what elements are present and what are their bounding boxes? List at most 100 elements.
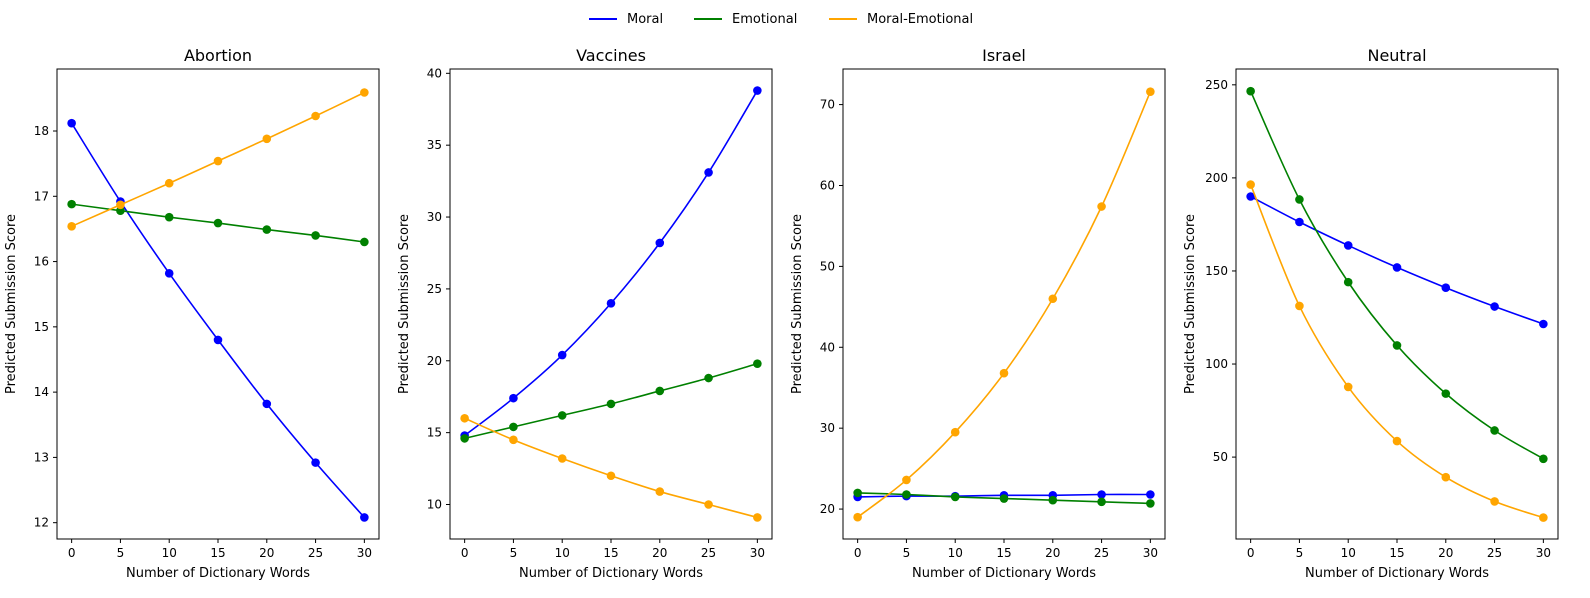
data-point-neutral-moral-emotional-10 bbox=[1343, 382, 1353, 392]
x-tick-label-abortion-30: 30 bbox=[357, 546, 372, 560]
y-axis-label-neutral: Predicted Submission Score bbox=[1183, 214, 1198, 394]
legend-item-emotional: Emotional bbox=[694, 8, 797, 30]
y-tick-label-neutral-100: 100 bbox=[1205, 357, 1228, 371]
data-point-abortion-moral-0 bbox=[67, 118, 76, 128]
y-tick-label-abortion-18: 18 bbox=[34, 124, 49, 138]
data-point-israel-emotional-15 bbox=[999, 494, 1009, 503]
data-point-israel-moral-emotional-30 bbox=[1146, 87, 1155, 96]
chart-title-neutral: Neutral bbox=[1367, 46, 1426, 65]
data-point-abortion-moral-15 bbox=[213, 335, 223, 345]
x-tick-label-vaccines-20: 20 bbox=[652, 546, 667, 560]
data-point-neutral-emotional-0 bbox=[1246, 86, 1255, 96]
figure-legend: Moral Emotional Moral-Emotional bbox=[0, 8, 1590, 30]
chart-title-israel: Israel bbox=[982, 46, 1026, 65]
x-tick-label-israel-0: 0 bbox=[854, 546, 862, 560]
data-point-neutral-moral-emotional-15 bbox=[1392, 436, 1402, 446]
series-line-abortion-moral bbox=[70, 122, 365, 518]
x-tick-label-vaccines-15: 15 bbox=[603, 546, 618, 560]
data-point-israel-emotional-0 bbox=[853, 488, 862, 498]
data-point-vaccines-moral-emotional-30 bbox=[753, 513, 762, 522]
y-tick-label-abortion-12: 12 bbox=[34, 516, 49, 530]
data-point-neutral-emotional-30 bbox=[1539, 454, 1548, 464]
x-tick-label-israel-5: 5 bbox=[903, 546, 911, 560]
data-point-abortion-emotional-5 bbox=[116, 206, 125, 215]
plot-frame-vaccines bbox=[449, 68, 773, 540]
data-point-abortion-moral-emotional-5 bbox=[116, 200, 125, 210]
y-axis-label-israel: Predicted Submission Score bbox=[790, 214, 805, 394]
y-tick-label-israel-60: 60 bbox=[820, 178, 835, 192]
chart-vaccines: Vaccines 0 5 10 15 20 25 30 10 15 20 25 30 35 40 Number… bbox=[397, 46, 773, 581]
y-tick-label-abortion-13: 13 bbox=[34, 450, 49, 464]
x-tick-label-vaccines-30: 30 bbox=[750, 546, 765, 560]
data-point-abortion-moral-emotional-0 bbox=[67, 222, 76, 231]
data-point-israel-emotional-10 bbox=[950, 492, 960, 502]
data-point-vaccines-moral-5 bbox=[509, 393, 518, 403]
data-point-vaccines-moral-30 bbox=[753, 86, 762, 95]
chart-neutral: Neutral 0 5 10 15 20 25 30 50 100 150 200 250 Number … bbox=[1183, 46, 1559, 581]
data-point-israel-emotional-5 bbox=[902, 490, 911, 499]
data-point-neutral-moral-emotional-30 bbox=[1539, 513, 1548, 522]
data-point-abortion-emotional-30 bbox=[360, 237, 369, 247]
legend-label-moral: Moral bbox=[627, 11, 664, 27]
data-point-vaccines-moral-emotional-20 bbox=[655, 487, 665, 496]
data-point-abortion-emotional-15 bbox=[213, 218, 223, 228]
y-tick-label-vaccines-40: 40 bbox=[427, 66, 442, 80]
x-tick-label-vaccines-5: 5 bbox=[510, 546, 518, 560]
y-tick-label-abortion-16: 16 bbox=[34, 255, 49, 269]
data-point-vaccines-moral-emotional-5 bbox=[509, 435, 518, 445]
x-tick-label-vaccines-10: 10 bbox=[555, 546, 570, 560]
data-point-abortion-emotional-0 bbox=[67, 199, 76, 209]
x-tick-label-abortion-15: 15 bbox=[210, 546, 225, 560]
y-tick-label-israel-20: 20 bbox=[820, 502, 835, 516]
y-tick-label-neutral-250: 250 bbox=[1205, 78, 1228, 92]
data-point-vaccines-emotional-15 bbox=[606, 399, 616, 409]
data-point-abortion-moral-emotional-30 bbox=[360, 88, 369, 97]
data-point-neutral-emotional-10 bbox=[1343, 277, 1353, 287]
data-point-neutral-moral-20 bbox=[1441, 283, 1451, 293]
x-axis-label-abortion: Number of Dictionary Words bbox=[126, 566, 310, 581]
data-point-abortion-moral-20 bbox=[262, 399, 272, 409]
series-line-neutral-emotional bbox=[1249, 90, 1544, 460]
x-tick-label-israel-15: 15 bbox=[996, 546, 1011, 560]
data-point-neutral-moral-25 bbox=[1490, 302, 1499, 311]
data-point-vaccines-emotional-0 bbox=[460, 434, 469, 443]
x-tick-label-neutral-15: 15 bbox=[1389, 546, 1404, 560]
y-axis-label-abortion: Predicted Submission Score bbox=[4, 214, 19, 394]
data-point-neutral-emotional-5 bbox=[1295, 195, 1304, 204]
y-axis-label-vaccines: Predicted Submission Score bbox=[397, 214, 412, 394]
y-tick-label-vaccines-30: 30 bbox=[427, 210, 442, 224]
data-point-vaccines-moral-emotional-10 bbox=[557, 454, 567, 463]
series-line-neutral-moral bbox=[1250, 195, 1544, 325]
x-tick-label-abortion-0: 0 bbox=[68, 546, 76, 560]
data-point-neutral-moral-emotional-25 bbox=[1490, 497, 1499, 506]
data-point-israel-moral-emotional-25 bbox=[1097, 202, 1106, 211]
data-point-vaccines-emotional-20 bbox=[655, 386, 665, 396]
x-tick-label-israel-30: 30 bbox=[1143, 546, 1158, 560]
legend-swatch-emotional bbox=[694, 18, 722, 20]
data-point-neutral-emotional-20 bbox=[1441, 389, 1451, 398]
data-point-abortion-moral-30 bbox=[360, 513, 369, 522]
series-line-vaccines-moral-emotional bbox=[464, 417, 758, 519]
data-point-abortion-emotional-25 bbox=[311, 231, 320, 240]
data-point-abortion-moral-25 bbox=[311, 458, 320, 467]
x-axis-label-neutral: Number of Dictionary Words bbox=[1305, 566, 1489, 581]
chart-title-vaccines: Vaccines bbox=[576, 46, 646, 65]
data-point-vaccines-moral-emotional-25 bbox=[704, 500, 713, 509]
data-point-israel-moral-emotional-10 bbox=[950, 427, 960, 437]
data-point-neutral-moral-emotional-5 bbox=[1295, 301, 1304, 311]
y-tick-label-neutral-200: 200 bbox=[1205, 171, 1228, 185]
data-point-israel-emotional-25 bbox=[1097, 497, 1106, 507]
x-tick-label-israel-10: 10 bbox=[948, 546, 963, 560]
x-tick-label-neutral-5: 5 bbox=[1296, 546, 1304, 560]
data-point-abortion-moral-emotional-25 bbox=[311, 111, 320, 121]
series-line-neutral-moral-emotional bbox=[1249, 184, 1544, 519]
data-point-vaccines-emotional-10 bbox=[557, 411, 567, 420]
y-tick-label-israel-70: 70 bbox=[820, 98, 835, 112]
y-tick-label-neutral-150: 150 bbox=[1205, 264, 1228, 278]
data-point-israel-moral-emotional-15 bbox=[999, 368, 1009, 378]
x-tick-label-abortion-10: 10 bbox=[162, 546, 177, 560]
data-point-neutral-emotional-15 bbox=[1392, 341, 1402, 350]
legend-swatch-moral bbox=[589, 18, 617, 20]
data-point-abortion-moral-emotional-15 bbox=[213, 156, 223, 166]
x-tick-label-israel-20: 20 bbox=[1045, 546, 1060, 560]
